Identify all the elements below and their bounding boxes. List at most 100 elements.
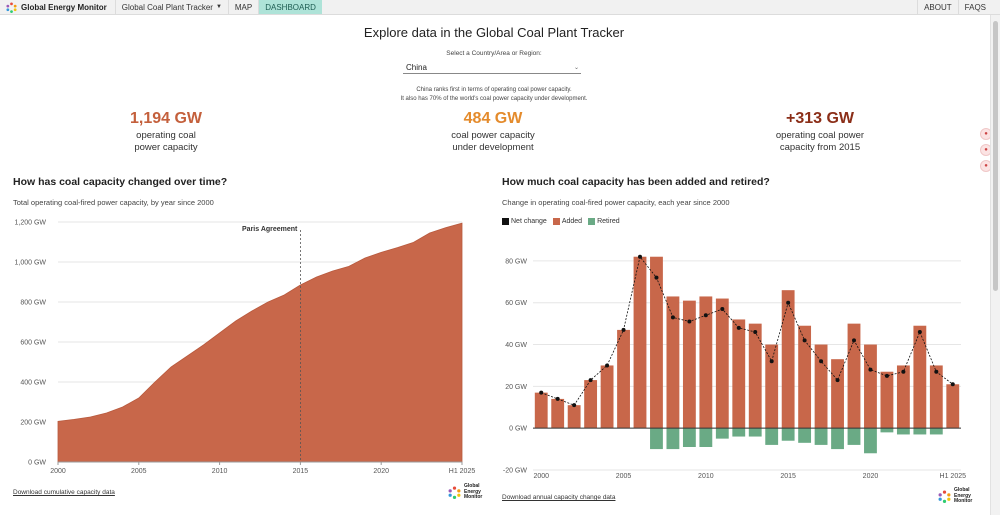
net-change-point — [720, 307, 725, 311]
net-change-point — [736, 325, 741, 330]
added-bar — [781, 290, 795, 429]
net-change-point — [605, 363, 610, 368]
added-bar — [682, 300, 696, 429]
net-change-point — [917, 330, 922, 334]
region-select-label: Select a Country/Area or Region: — [446, 50, 542, 57]
added-bar — [880, 371, 894, 429]
net-change-point — [638, 254, 642, 259]
y-tick-label: 0 GW — [28, 460, 46, 467]
added-bar — [847, 323, 861, 429]
net-change-point — [950, 382, 955, 387]
x-tick-label: 2015 — [780, 473, 796, 480]
stat-operating-label-2: power capacity — [134, 142, 198, 153]
gem-logo-icon — [448, 486, 461, 499]
nav-tracker-label: Global Coal Plant Tracker — [121, 2, 213, 12]
capacity-area — [57, 222, 463, 463]
nav-right: ABOUT FAQS — [917, 0, 1000, 14]
legend-retired-label: Retired — [597, 218, 620, 225]
page-scrollbar[interactable] — [990, 15, 1000, 515]
retired-bar — [699, 428, 713, 447]
added-bar — [814, 344, 828, 429]
stat-development-label-2: under development — [452, 142, 534, 153]
chart2-subtitle: Change in operating coal-fired power cap… — [502, 198, 730, 207]
logo-line-3: Monitor — [464, 494, 483, 500]
x-tick-label: 2020 — [373, 468, 389, 475]
annual-change-chart[interactable]: -20 GW 0 GW 20 GW 40 GW 60 GW 80 GW 2000 2005 20… — [495, 230, 975, 480]
stat-operating-value: 1,194 GW — [129, 110, 203, 127]
added-bar — [732, 319, 746, 429]
stat-operating-label-1: operating coal — [136, 130, 196, 141]
y-tick-label: 60 GW — [505, 300, 527, 307]
net-change-point — [670, 315, 675, 320]
paris-agreement-label: Paris Agreement — [242, 226, 298, 233]
retired-bar — [715, 428, 729, 439]
nav-map[interactable]: MAP — [227, 0, 258, 14]
retired-bar — [880, 428, 894, 433]
x-tick-label: 2020 — [863, 473, 879, 480]
retired-bar — [864, 428, 877, 454]
stat-change: +313 GW operating coal power capacity fr… — [710, 110, 930, 154]
legend-net-change[interactable]: Net change — [502, 218, 547, 225]
brand-name: Global Energy Monitor — [21, 2, 107, 12]
legend-swatch-retired — [588, 218, 596, 225]
net-change-point — [588, 378, 593, 383]
chevron-down-icon: ▼ — [215, 4, 222, 10]
net-change-point — [934, 369, 939, 374]
nav-tracker-dropdown[interactable]: Global Coal Plant Tracker ▼ — [114, 0, 228, 14]
retired-bar — [732, 428, 746, 437]
retired-bar — [831, 428, 844, 450]
gem-logo-icon — [938, 490, 951, 503]
x-tick-label: H1 2025 — [940, 473, 967, 480]
top-nav: Global Energy Monitor Global Coal Plant … — [0, 0, 1000, 15]
logo-line-2: Energy — [464, 488, 481, 495]
chart1-logo: Global Energy Monitor — [448, 483, 483, 501]
added-bar — [699, 296, 713, 429]
net-change-point — [884, 373, 889, 378]
y-tick-label: 200 GW — [20, 420, 46, 427]
scrollbar-thumb[interactable] — [993, 21, 998, 291]
net-change-point — [835, 378, 840, 383]
added-bar — [567, 405, 581, 429]
logo-text: Global Energy Monitor — [464, 483, 483, 501]
net-change-point — [572, 403, 577, 408]
retired-bar — [748, 428, 762, 437]
download-annual-link[interactable]: Download annual capacity change data — [502, 494, 616, 501]
retired-bar — [650, 428, 663, 450]
retired-bar — [814, 428, 828, 445]
y-tick-label: 20 GW — [505, 384, 527, 391]
net-change-point — [555, 396, 560, 401]
nav-faqs[interactable]: FAQS — [957, 0, 1000, 14]
summary-line-1: China ranks first in terms of operating … — [416, 87, 572, 93]
net-change-point — [786, 300, 791, 305]
retired-bar — [798, 428, 812, 443]
net-change-point — [868, 367, 873, 372]
added-bar — [534, 392, 548, 429]
region-select[interactable]: China ⌄ — [403, 61, 581, 74]
y-tick-label: 400 GW — [20, 380, 46, 387]
side-widgets: ● ● ● — [980, 128, 992, 176]
nav-dashboard-label: DASHBOARD — [265, 2, 316, 12]
stat-operating: 1,194 GW operating coal power capacity — [56, 110, 276, 154]
region-select-value: China — [406, 62, 427, 72]
y-tick-label: 800 GW — [20, 300, 46, 307]
net-change-point — [703, 313, 708, 318]
added-bar — [551, 398, 565, 429]
stat-development-label-1: coal power capacity — [451, 130, 535, 141]
added-bar — [633, 256, 647, 429]
logo-text: Global Energy Monitor — [954, 487, 972, 505]
y-tick-label: 40 GW — [505, 342, 527, 349]
cumulative-capacity-chart[interactable]: 0 GW 200 GW 400 GW 600 GW 800 GW 1,000 GW 1,20… — [0, 210, 490, 476]
legend-added[interactable]: Added — [552, 218, 582, 225]
nav-about[interactable]: ABOUT — [917, 0, 958, 14]
retired-bar — [666, 428, 680, 450]
net-change-point — [687, 319, 692, 324]
x-tick-label: H1 2025 — [449, 468, 476, 475]
nav-dashboard[interactable]: DASHBOARD — [258, 0, 322, 14]
added-bar — [798, 325, 812, 429]
x-tick-label: 2000 — [50, 468, 66, 475]
net-change-point — [802, 338, 807, 343]
logo-line-2: Energy — [954, 492, 971, 499]
brand-logo[interactable]: Global Energy Monitor — [0, 0, 115, 14]
legend-retired[interactable]: Retired — [588, 218, 620, 225]
download-cumulative-link[interactable]: Download cumulative capacity data — [13, 489, 115, 496]
